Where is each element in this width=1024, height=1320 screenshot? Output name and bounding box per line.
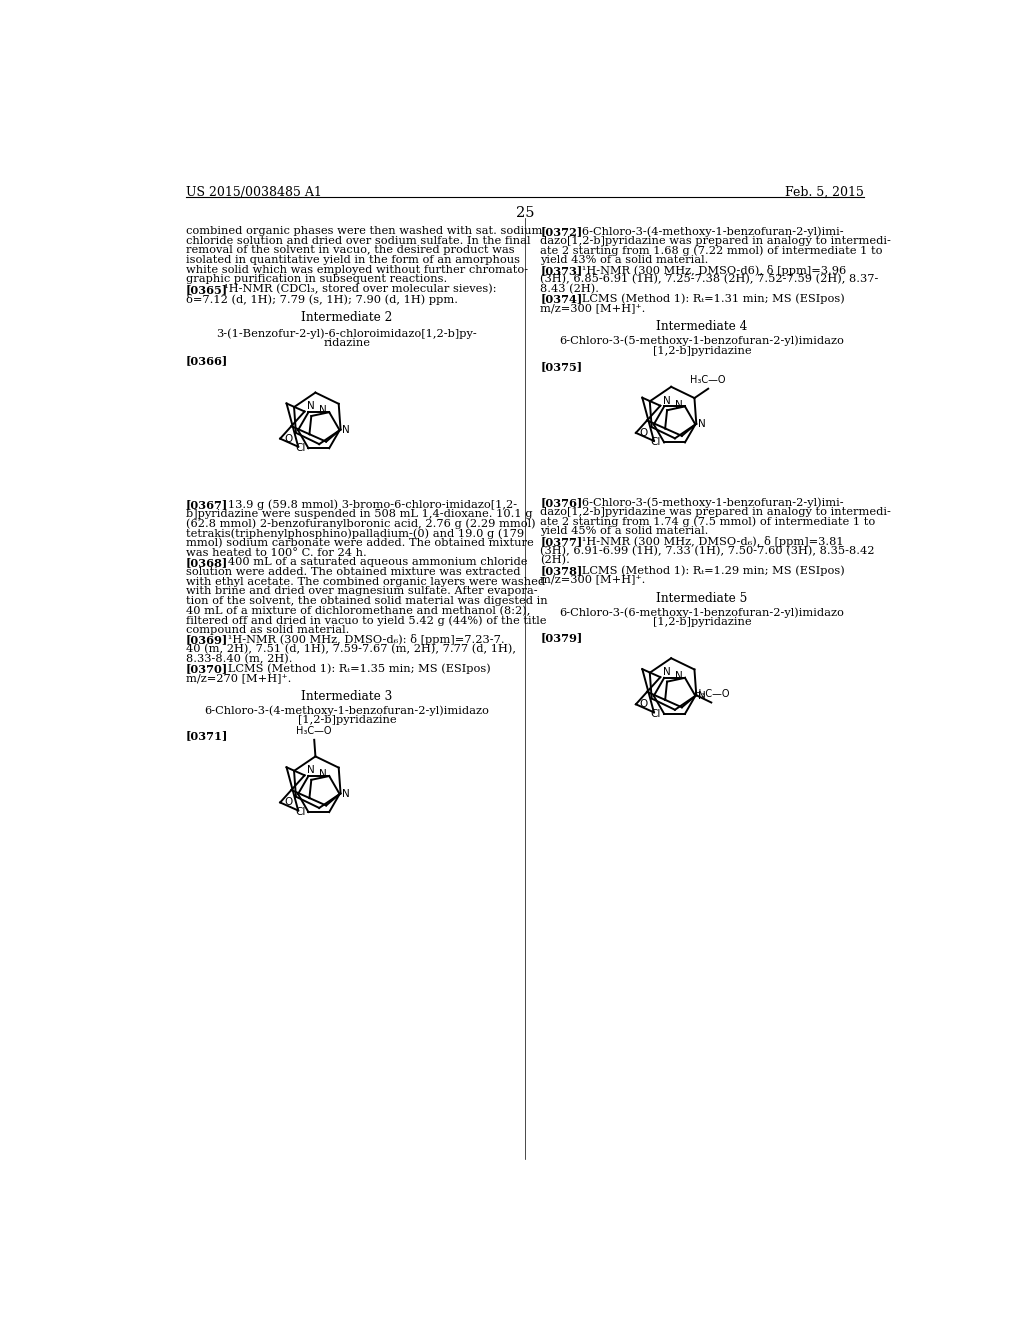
Text: yield 43% of a solid material.: yield 43% of a solid material. bbox=[541, 255, 709, 265]
Text: [1,2-b]pyridazine: [1,2-b]pyridazine bbox=[652, 616, 752, 627]
Text: [0378]: [0378] bbox=[541, 565, 583, 576]
Text: tion of the solvent, the obtained solid material was digested in: tion of the solvent, the obtained solid … bbox=[186, 595, 548, 606]
Text: [0379]: [0379] bbox=[541, 632, 583, 643]
Text: [0374]: [0374] bbox=[541, 293, 583, 305]
Text: tetrakis(triphenylphosphino)palladium-(0) and 19.0 g (179: tetrakis(triphenylphosphino)palladium-(0… bbox=[186, 528, 524, 539]
Text: dazo[1,2-b]pyridazine was prepared in analogy to intermedi-: dazo[1,2-b]pyridazine was prepared in an… bbox=[541, 236, 891, 246]
Text: US 2015/0038485 A1: US 2015/0038485 A1 bbox=[186, 186, 322, 199]
Text: N: N bbox=[697, 420, 706, 429]
Text: m/z=300 [M+H]⁺.: m/z=300 [M+H]⁺. bbox=[541, 574, 645, 585]
Text: with brine and dried over magnesium sulfate. After evapora-: with brine and dried over magnesium sulf… bbox=[186, 586, 538, 597]
Text: ate 2 starting from 1.68 g (7.22 mmol) of intermediate 1 to: ate 2 starting from 1.68 g (7.22 mmol) o… bbox=[541, 246, 883, 256]
Text: ¹H-NMR (300 MHz, DMSO-d₆), δ [ppm]=3.81: ¹H-NMR (300 MHz, DMSO-d₆), δ [ppm]=3.81 bbox=[571, 536, 844, 546]
Text: Feb. 5, 2015: Feb. 5, 2015 bbox=[784, 186, 863, 199]
Text: H₃C—O: H₃C—O bbox=[693, 689, 729, 698]
Text: ate 2 starting from 1.74 g (7.5 mmol) of intermediate 1 to: ate 2 starting from 1.74 g (7.5 mmol) of… bbox=[541, 517, 876, 528]
Text: N: N bbox=[342, 789, 349, 799]
Text: (3H), 6.91-6.99 (1H), 7.33 (1H), 7.50-7.60 (3H), 8.35-8.42: (3H), 6.91-6.99 (1H), 7.33 (1H), 7.50-7.… bbox=[541, 545, 874, 556]
Text: combined organic phases were then washed with sat. sodium: combined organic phases were then washed… bbox=[186, 226, 543, 236]
Text: [0365]: [0365] bbox=[186, 284, 228, 294]
Text: N: N bbox=[307, 766, 315, 775]
Text: ridazine: ridazine bbox=[324, 338, 371, 347]
Text: isolated in quantitative yield in the form of an amorphous: isolated in quantitative yield in the fo… bbox=[186, 255, 520, 265]
Text: O: O bbox=[640, 700, 648, 709]
Text: [1,2-b]pyridazine: [1,2-b]pyridazine bbox=[652, 346, 752, 355]
Text: Intermediate 3: Intermediate 3 bbox=[301, 690, 392, 704]
Text: solution were added. The obtained mixture was extracted: solution were added. The obtained mixtur… bbox=[186, 566, 520, 577]
Text: removal of the solvent in vacuo, the desired product was: removal of the solvent in vacuo, the des… bbox=[186, 246, 515, 255]
Text: 6-Chloro-3-(5-methoxy-1-benzofuran-2-yl)imi-: 6-Chloro-3-(5-methoxy-1-benzofuran-2-yl)… bbox=[571, 498, 844, 508]
Text: [0367]: [0367] bbox=[186, 499, 228, 511]
Text: LCMS (Method 1): Rₜ=1.35 min; MS (ESIpos): LCMS (Method 1): Rₜ=1.35 min; MS (ESIpos… bbox=[217, 663, 490, 673]
Text: [0372]: [0372] bbox=[541, 226, 583, 238]
Text: chloride solution and dried over sodium sulfate. In the final: chloride solution and dried over sodium … bbox=[186, 236, 530, 246]
Text: N: N bbox=[675, 671, 683, 681]
Text: (3H), 6.85-6.91 (1H), 7.25-7.38 (2H), 7.52-7.59 (2H), 8.37-: (3H), 6.85-6.91 (1H), 7.25-7.38 (2H), 7.… bbox=[541, 275, 879, 285]
Text: dazo[1,2-b]pyridazine was prepared in analogy to intermedi-: dazo[1,2-b]pyridazine was prepared in an… bbox=[541, 507, 891, 517]
Text: O: O bbox=[640, 428, 648, 438]
Text: δ=7.12 (d, 1H); 7.79 (s, 1H); 7.90 (d, 1H) ppm.: δ=7.12 (d, 1H); 7.79 (s, 1H); 7.90 (d, 1… bbox=[186, 293, 458, 305]
Text: N: N bbox=[697, 690, 706, 701]
Text: Intermediate 2: Intermediate 2 bbox=[301, 312, 392, 323]
Text: (2H).: (2H). bbox=[541, 556, 570, 566]
Text: 40 mL of a mixture of dichloromethane and methanol (8:2),: 40 mL of a mixture of dichloromethane an… bbox=[186, 606, 530, 615]
Text: LCMS (Method 1): Rₜ=1.31 min; MS (ESIpos): LCMS (Method 1): Rₜ=1.31 min; MS (ESIpos… bbox=[571, 293, 845, 304]
Text: N: N bbox=[342, 425, 349, 436]
Text: 8.33-8.40 (m, 2H).: 8.33-8.40 (m, 2H). bbox=[186, 653, 293, 664]
Text: Intermediate 4: Intermediate 4 bbox=[656, 321, 748, 334]
Text: was heated to 100° C. for 24 h.: was heated to 100° C. for 24 h. bbox=[186, 548, 367, 557]
Text: Cl: Cl bbox=[650, 437, 662, 447]
Text: [0377]: [0377] bbox=[541, 536, 583, 546]
Text: H₃C—O: H₃C—O bbox=[690, 375, 726, 385]
Text: [0368]: [0368] bbox=[186, 557, 228, 568]
Text: [1,2-b]pyridazine: [1,2-b]pyridazine bbox=[298, 715, 396, 725]
Text: (62.8 mmol) 2-benzofuranylboronic acid, 2.76 g (2.29 mmol): (62.8 mmol) 2-benzofuranylboronic acid, … bbox=[186, 519, 536, 529]
Text: N: N bbox=[664, 396, 671, 405]
Text: [0375]: [0375] bbox=[541, 360, 583, 372]
Text: H₃C—O: H₃C—O bbox=[297, 726, 332, 737]
Text: yield 45% of a solid material.: yield 45% of a solid material. bbox=[541, 527, 709, 536]
Text: compound as solid material.: compound as solid material. bbox=[186, 624, 349, 635]
Text: m/z=270 [M+H]⁺.: m/z=270 [M+H]⁺. bbox=[186, 673, 292, 682]
Text: 6-Chloro-3-(4-methoxy-1-benzofuran-2-yl)imi-: 6-Chloro-3-(4-methoxy-1-benzofuran-2-yl)… bbox=[571, 226, 844, 236]
Text: m/z=300 [M+H]⁺.: m/z=300 [M+H]⁺. bbox=[541, 304, 645, 313]
Text: 6-Chloro-3-(5-methoxy-1-benzofuran-2-yl)imidazo: 6-Chloro-3-(5-methoxy-1-benzofuran-2-yl)… bbox=[559, 335, 845, 346]
Text: Cl: Cl bbox=[295, 444, 305, 453]
Text: N: N bbox=[319, 405, 327, 416]
Text: ¹H-NMR (300 MHz, DMSO-d₆): δ [ppm]=7.23-7.: ¹H-NMR (300 MHz, DMSO-d₆): δ [ppm]=7.23-… bbox=[217, 635, 505, 645]
Text: [0376]: [0376] bbox=[541, 498, 583, 508]
Text: O: O bbox=[284, 434, 292, 444]
Text: Intermediate 5: Intermediate 5 bbox=[656, 591, 748, 605]
Text: Cl: Cl bbox=[295, 807, 305, 817]
Text: graphic purification in subsequent reactions.: graphic purification in subsequent react… bbox=[186, 275, 447, 284]
Text: [0369]: [0369] bbox=[186, 635, 228, 645]
Text: N: N bbox=[664, 667, 671, 677]
Text: 25: 25 bbox=[515, 206, 535, 220]
Text: 40 (m, 2H), 7.51 (d, 1H), 7.59-7.67 (m, 2H), 7.77 (d, 1H),: 40 (m, 2H), 7.51 (d, 1H), 7.59-7.67 (m, … bbox=[186, 644, 516, 655]
Text: 6-Chloro-3-(6-methoxy-1-benzofuran-2-yl)imidazo: 6-Chloro-3-(6-methoxy-1-benzofuran-2-yl)… bbox=[559, 607, 845, 618]
Text: [0366]: [0366] bbox=[186, 355, 228, 366]
Text: ¹H-NMR (CDCl₃, stored over molecular sieves):: ¹H-NMR (CDCl₃, stored over molecular sie… bbox=[217, 284, 497, 294]
Text: 13.9 g (59.8 mmol) 3-bromo-6-chloro-imidazo[1,2-: 13.9 g (59.8 mmol) 3-bromo-6-chloro-imid… bbox=[217, 499, 517, 510]
Text: 8.43 (2H).: 8.43 (2H). bbox=[541, 284, 599, 294]
Text: mmol) sodium carbonate were added. The obtained mixture: mmol) sodium carbonate were added. The o… bbox=[186, 539, 534, 548]
Text: Cl: Cl bbox=[650, 709, 662, 719]
Text: O: O bbox=[284, 797, 292, 808]
Text: b]pyridazine were suspended in 508 mL 1,4-dioxane. 10.1 g: b]pyridazine were suspended in 508 mL 1,… bbox=[186, 510, 532, 519]
Text: [0371]: [0371] bbox=[186, 730, 228, 742]
Text: 3-(1-Benzofur-2-yl)-6-chloroimidazo[1,2-b]py-: 3-(1-Benzofur-2-yl)-6-chloroimidazo[1,2-… bbox=[216, 329, 477, 339]
Text: LCMS (Method 1): Rₜ=1.29 min; MS (ESIpos): LCMS (Method 1): Rₜ=1.29 min; MS (ESIpos… bbox=[571, 565, 845, 576]
Text: 400 mL of a saturated aqueous ammonium chloride: 400 mL of a saturated aqueous ammonium c… bbox=[217, 557, 527, 568]
Text: [0370]: [0370] bbox=[186, 663, 228, 675]
Text: 6-Chloro-3-(4-methoxy-1-benzofuran-2-yl)imidazo: 6-Chloro-3-(4-methoxy-1-benzofuran-2-yl)… bbox=[205, 705, 489, 715]
Text: [0373]: [0373] bbox=[541, 264, 583, 276]
Text: ¹H-NMR (300 MHz, DMSO-d6), δ [ppm]=3.96: ¹H-NMR (300 MHz, DMSO-d6), δ [ppm]=3.96 bbox=[571, 264, 846, 276]
Text: N: N bbox=[307, 401, 315, 412]
Text: N: N bbox=[319, 770, 327, 779]
Text: white solid which was employed without further chromato-: white solid which was employed without f… bbox=[186, 264, 528, 275]
Text: filtered off and dried in vacuo to yield 5.42 g (44%) of the title: filtered off and dried in vacuo to yield… bbox=[186, 615, 547, 626]
Text: N: N bbox=[675, 400, 683, 409]
Text: with ethyl acetate. The combined organic layers were washed: with ethyl acetate. The combined organic… bbox=[186, 577, 545, 586]
